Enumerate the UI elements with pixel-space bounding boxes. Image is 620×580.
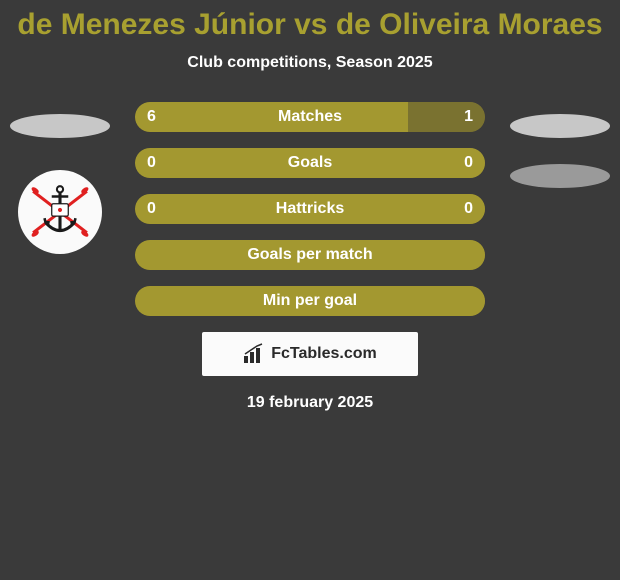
stat-row: Goals per match bbox=[135, 240, 485, 270]
stat-value-right: 0 bbox=[464, 200, 473, 218]
stat-fill-left bbox=[135, 102, 408, 132]
stat-row: Matches 6 1 bbox=[135, 102, 485, 132]
stat-label: Goals bbox=[288, 154, 332, 172]
stat-label: Min per goal bbox=[263, 292, 357, 310]
stat-row: Min per goal bbox=[135, 286, 485, 316]
player-right-placeholder-2 bbox=[510, 164, 610, 188]
player-right-placeholder-1 bbox=[510, 114, 610, 138]
fctables-logo: FcTables.com bbox=[202, 332, 418, 376]
stat-row: Hattricks 0 0 bbox=[135, 194, 485, 224]
corinthians-crest-icon bbox=[29, 181, 91, 243]
logo-text: FcTables.com bbox=[271, 345, 377, 363]
bar-chart-icon bbox=[243, 343, 265, 365]
stat-value-left: 0 bbox=[147, 154, 156, 172]
page-subtitle: Club competitions, Season 2025 bbox=[0, 54, 620, 72]
stat-value-left: 0 bbox=[147, 200, 156, 218]
page-title: de Menezes Júnior vs de Oliveira Moraes bbox=[0, 0, 620, 42]
stat-label: Hattricks bbox=[276, 200, 344, 218]
player-left-placeholder bbox=[10, 114, 110, 138]
stat-value-right: 1 bbox=[464, 108, 473, 126]
comparison-panel: Matches 6 1 Goals 0 0 Hattricks 0 0 Goals per mat… bbox=[0, 102, 620, 412]
club-badge bbox=[18, 170, 102, 254]
stat-fill-right bbox=[408, 102, 485, 132]
stat-label: Matches bbox=[278, 108, 342, 126]
stat-bars: Matches 6 1 Goals 0 0 Hattricks 0 0 Goals per mat… bbox=[135, 102, 485, 316]
stat-value-left: 6 bbox=[147, 108, 156, 126]
date-label: 19 february 2025 bbox=[0, 394, 620, 412]
stat-label: Goals per match bbox=[247, 246, 372, 264]
stat-value-right: 0 bbox=[464, 154, 473, 172]
stat-row: Goals 0 0 bbox=[135, 148, 485, 178]
